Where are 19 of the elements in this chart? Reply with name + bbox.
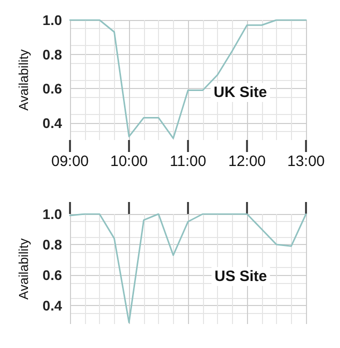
x-tick-label: 11:00 [170, 153, 206, 170]
line-series [69, 19, 307, 140]
x-tick-label: 10:00 [110, 153, 148, 170]
y-tick-label: 0.4 [42, 298, 62, 314]
annotation: UK Site [214, 84, 267, 101]
x-tick-label: 12:00 [228, 153, 266, 170]
y-axis-title: Availability [16, 238, 31, 300]
y-tick-label: 1.0 [42, 206, 62, 222]
annotation: US Site [214, 268, 267, 285]
y-tick-label: 0.8 [42, 46, 62, 62]
y-tick-label: 1.0 [42, 12, 62, 28]
line-series [69, 213, 307, 324]
y-tick-label: 0.8 [42, 236, 62, 253]
y-tick-label: 0.4 [42, 114, 62, 131]
x-tick-label: 09:00 [51, 153, 89, 170]
y-tick-label: 0.6 [42, 267, 62, 284]
y-axis-title: Availability [16, 48, 31, 111]
y-tick-label: 0.6 [42, 80, 62, 97]
x-tick-label: 13:00 [287, 153, 325, 170]
